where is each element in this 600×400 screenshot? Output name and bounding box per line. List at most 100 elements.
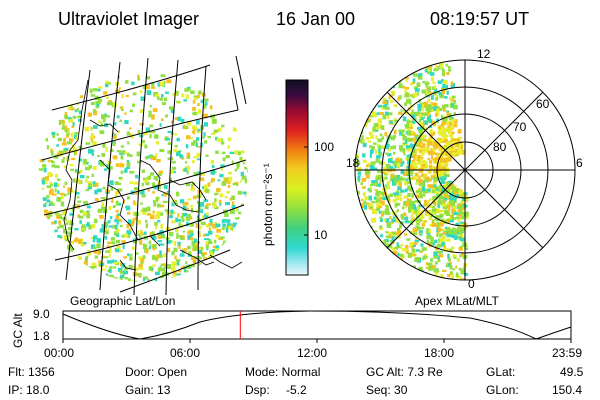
emission-pixel — [193, 172, 198, 177]
emission-pixel — [93, 250, 98, 254]
emission-pixel — [452, 124, 458, 128]
emission-pixel — [46, 145, 49, 150]
emission-pixel — [416, 111, 421, 116]
emission-pixel — [186, 221, 189, 227]
emission-pixel — [105, 147, 108, 152]
emission-pixel — [166, 79, 172, 84]
emission-pixel — [434, 239, 438, 244]
emission-pixel — [377, 146, 382, 149]
emission-pixel — [393, 250, 398, 255]
emission-pixel — [382, 100, 387, 104]
emission-pixel — [421, 223, 426, 227]
colorbar-tick-100: 100 — [314, 140, 335, 154]
emission-pixel — [411, 109, 414, 114]
emission-pixel — [429, 133, 435, 136]
emission-pixel — [138, 267, 144, 270]
emission-pixel — [108, 266, 113, 269]
emission-pixel — [428, 125, 433, 128]
emission-pixel — [390, 173, 395, 178]
emission-pixel — [96, 182, 99, 187]
emission-pixel — [365, 202, 370, 205]
mode-value: Mode: Normal — [245, 365, 321, 379]
emission-pixel — [379, 133, 383, 137]
emission-pixel — [142, 177, 148, 181]
emission-pixel — [170, 157, 174, 161]
emission-pixel — [368, 203, 373, 207]
emission-pixel — [371, 217, 377, 223]
emission-pixel — [179, 237, 185, 240]
emission-pixel — [425, 210, 428, 214]
emission-pixel — [119, 271, 124, 274]
emission-pixel — [109, 149, 114, 152]
emission-pixel — [431, 155, 434, 160]
emission-pixel — [403, 152, 406, 156]
emission-pixel — [203, 105, 207, 109]
emission-pixel — [108, 225, 113, 228]
emission-pixel — [404, 220, 410, 224]
emission-pixel — [47, 216, 50, 220]
emission-pixel — [415, 182, 420, 185]
emission-pixel — [67, 190, 70, 195]
emission-pixel — [57, 190, 60, 194]
emission-pixel — [408, 126, 413, 129]
emission-pixel — [426, 235, 432, 240]
emission-pixel — [451, 152, 455, 157]
emission-pixel — [424, 212, 429, 217]
emission-pixel — [88, 165, 92, 169]
emission-pixel — [214, 221, 217, 225]
emission-pixel — [87, 112, 92, 117]
emission-pixel — [105, 115, 110, 118]
emission-pixel — [187, 270, 192, 276]
emission-pixel — [159, 81, 165, 87]
emission-pixel — [211, 178, 215, 182]
emission-pixel — [79, 209, 84, 214]
emission-pixel — [389, 178, 394, 182]
emission-pixel — [459, 254, 462, 258]
emission-pixel — [148, 240, 152, 245]
emission-pixel — [78, 119, 82, 122]
emission-pixel — [365, 137, 370, 140]
emission-pixel — [41, 187, 45, 190]
emission-pixel — [378, 148, 381, 153]
emission-pixel — [417, 103, 422, 108]
emission-pixel — [375, 128, 379, 132]
emission-pixel — [58, 120, 61, 125]
emission-pixel — [182, 206, 187, 211]
emission-pixel — [132, 92, 137, 96]
emission-pixel — [426, 116, 431, 121]
emission-pixel — [391, 219, 396, 223]
emission-pixel — [215, 234, 220, 238]
emission-pixel — [134, 187, 138, 191]
emission-pixel — [236, 162, 240, 168]
glat-value: 49.5 — [560, 365, 584, 379]
emission-pixel — [210, 159, 215, 165]
emission-pixel — [167, 157, 170, 160]
mlat-label-60: 60 — [536, 97, 550, 111]
emission-pixel — [159, 204, 165, 208]
emission-pixel — [126, 196, 131, 200]
emission-pixel — [190, 90, 195, 94]
emission-pixel — [395, 260, 399, 265]
emission-pixel — [445, 196, 449, 200]
emission-pixel — [428, 104, 432, 109]
emission-pixel — [405, 125, 410, 129]
emission-pixel — [105, 273, 109, 279]
emission-pixel — [413, 112, 419, 116]
emission-pixel — [73, 178, 76, 183]
emission-pixel — [436, 108, 440, 113]
emission-pixel — [193, 238, 198, 244]
emission-pixel — [392, 92, 395, 96]
emission-pixel — [441, 189, 445, 194]
emission-pixel — [159, 254, 163, 258]
emission-pixel — [131, 81, 135, 86]
emission-pixel — [381, 161, 385, 165]
emission-pixel — [76, 107, 79, 112]
emission-pixel — [102, 143, 106, 148]
emission-pixel — [47, 172, 53, 178]
emission-pixel — [394, 203, 398, 208]
emission-pixel — [380, 218, 383, 222]
emission-pixel — [159, 280, 164, 282]
emission-pixel — [401, 129, 405, 133]
emission-pixel — [168, 265, 171, 268]
emission-pixel — [421, 104, 427, 108]
